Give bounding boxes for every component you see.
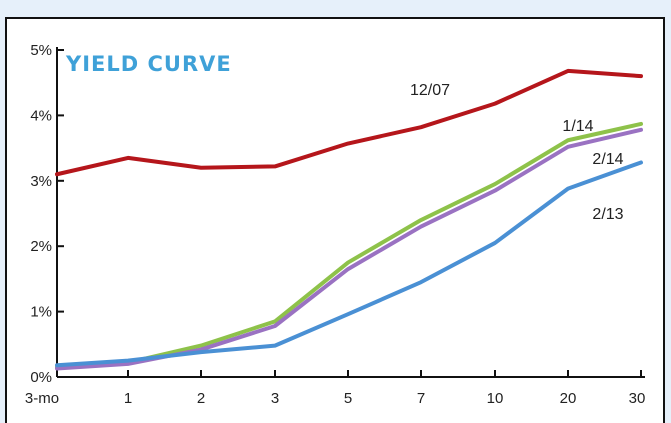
y-tick-label: 4% xyxy=(30,107,52,124)
axes xyxy=(56,47,645,378)
x-tick-label: 1 xyxy=(124,390,132,407)
y-tick-label: 5% xyxy=(30,42,52,59)
y-tick-label: 0% xyxy=(30,369,52,386)
chart-panel xyxy=(5,17,665,423)
x-tick-label: 20 xyxy=(560,390,577,407)
series-line-2-14 xyxy=(55,127,643,371)
series-label-1-14: 1/14 xyxy=(562,118,593,135)
series-line-12-07 xyxy=(55,68,643,177)
x-tick-label: 7 xyxy=(417,390,425,407)
y-tick-label: 3% xyxy=(30,173,52,190)
series-label-2-14: 2/14 xyxy=(592,151,623,168)
chart-title: YIELD CURVE xyxy=(65,52,232,76)
x-tick-label: 5 xyxy=(344,390,352,407)
y-tick-label: 2% xyxy=(30,238,52,255)
series-label-2-13: 2/13 xyxy=(592,206,623,223)
series-lines xyxy=(55,68,643,371)
labels: 0% 1% 2% 3% 4% 5% 3-mo 1 2 3 5 7 10 20 30 12/07 1/14 2/14… xyxy=(25,42,645,407)
x-tick-label: 3-mo xyxy=(25,390,59,407)
x-tick-label: 2 xyxy=(197,390,205,407)
series-line-2-13 xyxy=(55,160,643,368)
series-label-12-07: 12/07 xyxy=(410,82,450,99)
x-tick-label: 30 xyxy=(629,390,646,407)
x-tick-label: 3 xyxy=(271,390,279,407)
y-tick-label: 1% xyxy=(30,304,52,321)
x-tick-label: 10 xyxy=(487,390,504,407)
